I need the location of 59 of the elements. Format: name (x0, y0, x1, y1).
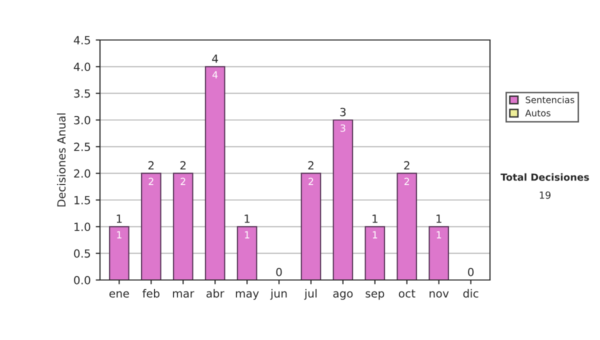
x-tick-label: dic (463, 289, 478, 298)
x-tick-label: may (236, 291, 259, 300)
bar (109, 226, 130, 280)
text: 1.5 (74, 196, 90, 204)
text: 3.0 (74, 116, 90, 124)
text: 0.5 (74, 249, 90, 258)
total-label: 2 (308, 161, 314, 170)
x-tick-label: oct (398, 290, 416, 298)
bar (428, 226, 449, 280)
data-label: 2 (404, 178, 410, 185)
x-tick-label: ago (333, 291, 353, 300)
total-label: 3 (340, 108, 346, 116)
total-label: 2 (180, 161, 186, 170)
total-label: 4 (212, 54, 218, 63)
total-label: 2 (404, 161, 410, 170)
data-label: 2 (308, 178, 314, 185)
total-label: 0 (468, 268, 474, 276)
x-tick-label: mar (173, 291, 194, 298)
bar (332, 119, 354, 280)
bar (204, 66, 226, 280)
data-label: 1 (117, 231, 122, 238)
text: 2.0 (74, 169, 90, 178)
total-label: 1 (372, 214, 378, 223)
x-tick-label: sep (366, 291, 384, 300)
total-label: 1 (244, 214, 250, 223)
bar (236, 226, 258, 280)
text: 2.5 (74, 142, 90, 152)
legend-label: Autos (525, 110, 550, 116)
total-label: 1 (436, 214, 442, 223)
data-label: 3 (340, 124, 346, 132)
x-tick-label: jul (304, 289, 317, 300)
data-label: 1 (245, 231, 250, 238)
x-tick-label: abr (206, 289, 224, 298)
total-label: 2 (148, 161, 154, 170)
total-label: 0 (276, 268, 282, 276)
text: 0.0 (74, 276, 90, 284)
data-label: 2 (148, 178, 154, 185)
text: 3.5 (74, 89, 90, 98)
bar (396, 172, 418, 280)
x-tick-label: nov (430, 291, 449, 298)
bar (141, 172, 162, 280)
text: 4.0 (74, 62, 90, 72)
x-tick-label: jun (270, 289, 287, 300)
bar (300, 172, 322, 280)
x-tick-label: feb (142, 289, 160, 298)
y-axis-title: Decisiones Anual (56, 114, 66, 206)
bar (172, 172, 194, 280)
bar (364, 226, 386, 280)
data-label: 1 (436, 231, 442, 238)
total-label: 1 (116, 214, 122, 223)
legend-label: Sentencias (526, 96, 574, 104)
text: 1.0 (74, 222, 90, 232)
text: 19 (540, 191, 550, 199)
data-label: 1 (372, 231, 378, 238)
x-tick-label: ene (109, 291, 129, 298)
data-label: 2 (180, 178, 186, 185)
text: Total Decisiones (500, 173, 589, 181)
data-label: 4 (212, 71, 218, 78)
text: 4.5 (74, 36, 90, 44)
